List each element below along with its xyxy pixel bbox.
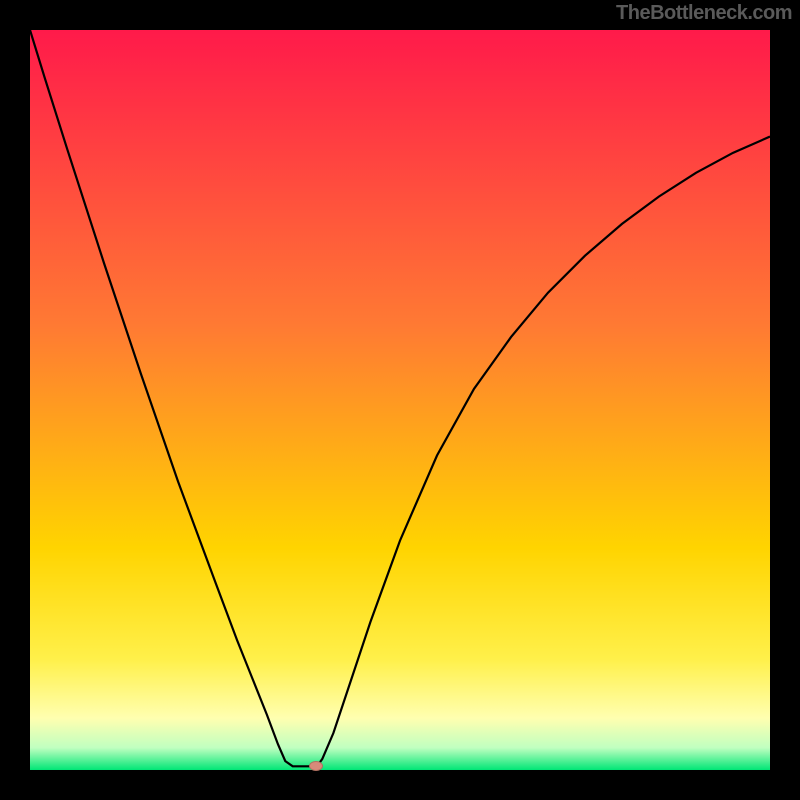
chart-plot-area — [30, 30, 770, 770]
watermark-text: TheBottleneck.com — [616, 2, 792, 25]
bottleneck-minimum-marker — [309, 761, 323, 771]
bottleneck-curve — [30, 30, 770, 770]
